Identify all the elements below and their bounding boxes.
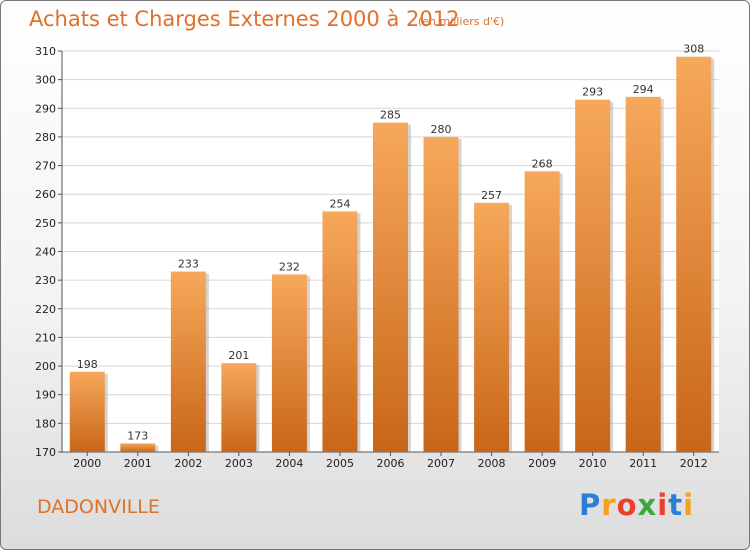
bar-2012 [676, 56, 712, 452]
y-tick-label: 170 [35, 446, 56, 459]
bar-2005 [322, 211, 358, 452]
value-label: 308 [683, 43, 704, 56]
value-label: 294 [633, 83, 654, 96]
y-tick-label: 270 [35, 160, 56, 173]
x-tick-label: 2002 [174, 457, 202, 470]
logo-letter: o [616, 488, 638, 522]
y-tick-label: 180 [35, 417, 56, 430]
y-tick-label: 210 [35, 331, 56, 344]
x-tick-label: 2000 [73, 457, 101, 470]
bar-2006 [373, 122, 408, 452]
logo-letter: r [601, 488, 617, 522]
x-tick-label: 2006 [377, 457, 405, 470]
value-label: 201 [228, 349, 249, 362]
value-label: 268 [532, 157, 553, 170]
x-tick-label: 2007 [427, 457, 455, 470]
y-tick-label: 220 [35, 303, 56, 316]
value-label: 232 [279, 260, 300, 273]
value-label: 173 [127, 429, 148, 442]
y-tick-label: 190 [35, 389, 56, 402]
bar-2002 [170, 271, 206, 452]
y-tick-label: 310 [35, 45, 56, 58]
value-label: 280 [431, 123, 452, 136]
x-tick-label: 2009 [528, 457, 556, 470]
bar-2009 [524, 171, 560, 453]
x-tick-label: 2010 [579, 457, 607, 470]
value-label: 198 [77, 358, 98, 371]
chart-subtitle: (en milliers d'€) [418, 15, 505, 28]
x-tick-label: 2005 [326, 457, 354, 470]
y-tick-label: 240 [35, 246, 56, 259]
bar-2010 [575, 99, 611, 452]
bar-2001 [120, 443, 156, 452]
chart-title: Achats et Charges Externes 2000 à 2012 [29, 7, 460, 31]
x-tick-label: 2011 [629, 457, 657, 470]
bar-2004 [271, 274, 307, 452]
value-label: 233 [178, 258, 199, 271]
value-label: 293 [582, 86, 603, 99]
bar-2007 [423, 136, 459, 452]
value-label: 254 [329, 197, 350, 210]
y-tick-label: 290 [35, 102, 56, 115]
bar-2003 [221, 363, 257, 452]
proxiti-logo: Proxiti [579, 488, 694, 522]
x-tick-label: 2004 [275, 457, 303, 470]
y-tick-label: 230 [35, 274, 56, 287]
logo-letter: i [657, 488, 669, 522]
bar-2000 [69, 371, 105, 452]
y-tick-label: 250 [35, 217, 56, 230]
logo-letter: i [683, 488, 695, 522]
bar-2011 [625, 96, 661, 452]
y-tick-label: 200 [35, 360, 56, 373]
x-tick-label: 2012 [680, 457, 708, 470]
y-tick-label: 280 [35, 131, 56, 144]
y-tick-label: 260 [35, 188, 56, 201]
x-tick-label: 2008 [478, 457, 506, 470]
location-name: DADONVILLE [37, 496, 160, 518]
x-tick-label: 2003 [225, 457, 253, 470]
logo-letter: P [579, 488, 602, 522]
x-tick-label: 2001 [124, 457, 152, 470]
value-label: 257 [481, 189, 502, 202]
y-tick-label: 300 [35, 74, 56, 87]
logo-letter: t [668, 488, 684, 522]
value-label: 285 [380, 109, 401, 122]
logo-letter: x [637, 488, 658, 522]
bar-2008 [474, 202, 510, 452]
